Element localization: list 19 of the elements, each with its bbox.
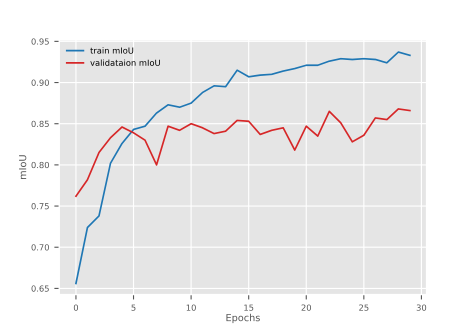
line-series	[75, 108, 411, 198]
y-tick-label: 0.75	[32, 203, 49, 210]
legend-label: validataion mIoU	[90, 59, 160, 66]
y-tick-label: 0.90	[32, 80, 49, 86]
legend-label: train mIoU	[90, 47, 134, 54]
x-tick-label: 25	[359, 304, 368, 311]
x-tick-label: 30	[416, 304, 426, 311]
x-tick-label: 15	[244, 304, 254, 311]
x-tick-label: 0	[74, 304, 78, 311]
x-axis-title: Epochs	[226, 314, 260, 324]
y-tick-label: 0.70	[32, 244, 49, 251]
x-tick-label: 20	[302, 304, 312, 311]
x-tick-label: 10	[186, 304, 196, 311]
y-tick-label: 0.80	[32, 162, 49, 168]
y-tick-label: 0.85	[32, 120, 49, 127]
y-axis-title: mIoU	[19, 155, 26, 179]
y-tick-label: 0.95	[32, 38, 49, 45]
x-tick-label: 5	[132, 304, 136, 311]
y-tick-label: 0.65	[32, 285, 49, 292]
